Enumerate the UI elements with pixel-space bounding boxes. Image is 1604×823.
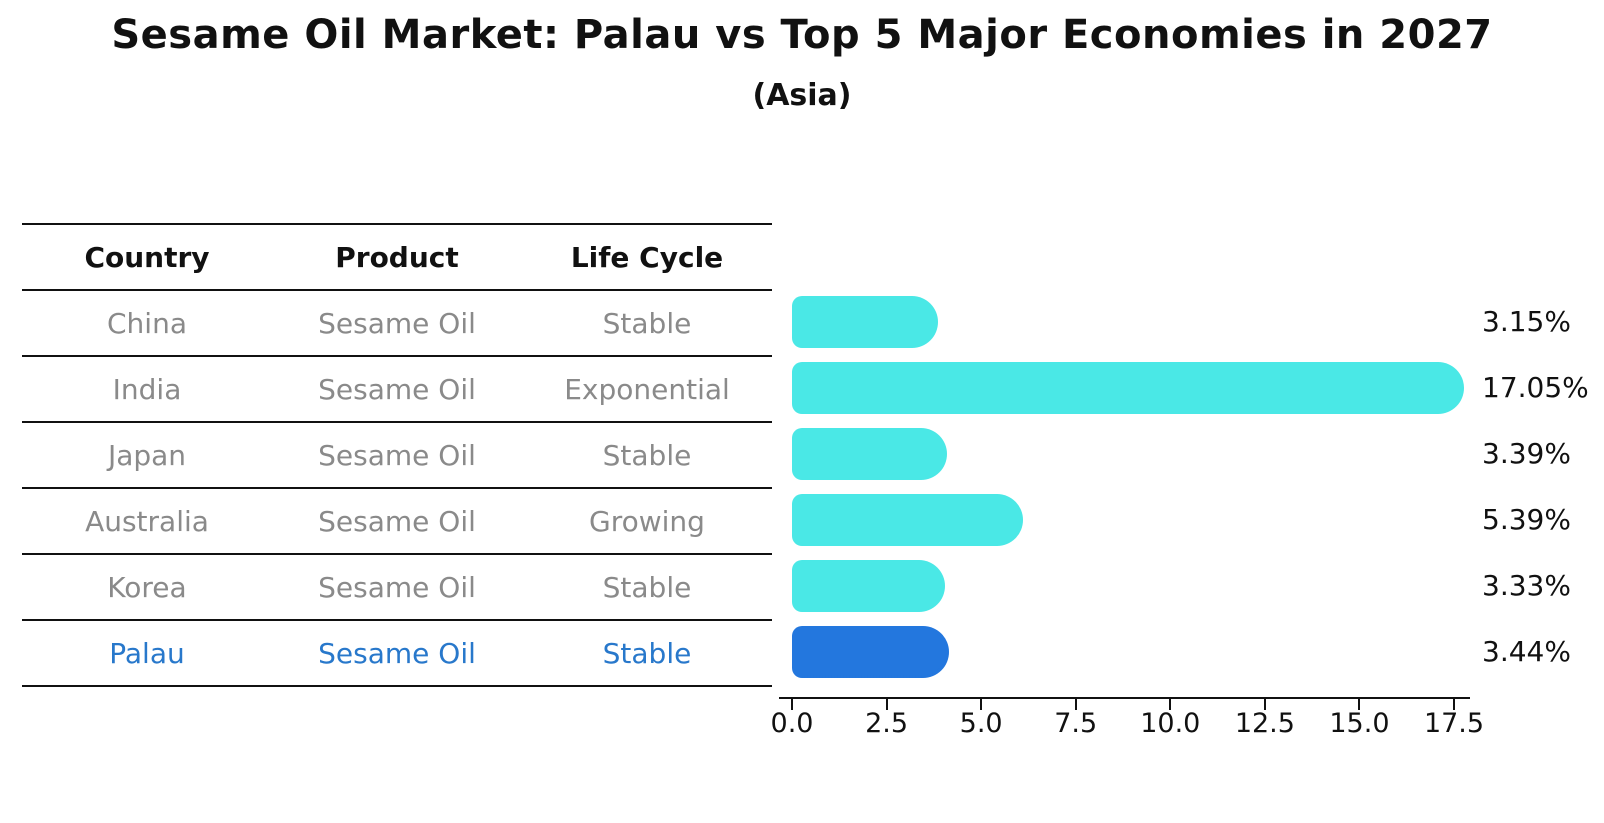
life-cycle-cell: Growing (589, 504, 705, 538)
bar-value-label: 3.33% (1482, 569, 1571, 602)
x-axis-tick (1263, 699, 1266, 710)
product-cell: Sesame Oil (318, 570, 476, 604)
bar-australia (792, 494, 1023, 546)
bar-value-label: 5.39% (1482, 503, 1571, 536)
x-axis-tick (980, 699, 983, 710)
life-cycle-cell: Exponential (564, 372, 730, 406)
table-row: India Sesame Oil Exponential (22, 355, 772, 421)
x-axis-tick (1169, 699, 1172, 710)
bar-value-label: 3.44% (1482, 635, 1571, 668)
bar-value-label: 17.05% (1482, 371, 1589, 404)
table-row: Australia Sesame Oil Growing (22, 487, 772, 553)
table-row: China Sesame Oil Stable (22, 289, 772, 355)
x-axis-tick (1453, 699, 1456, 710)
x-axis-tick-label: 2.5 (865, 708, 909, 739)
column-header-life-cycle: Life Cycle (570, 240, 724, 274)
country-cell: Japan (107, 438, 187, 472)
column-header-product: Product (335, 240, 459, 274)
country-cell: Palau (109, 636, 185, 670)
life-cycle-cell: Stable (602, 306, 692, 340)
column-header-country: Country (84, 240, 210, 274)
country-cell: India (112, 372, 182, 406)
bar-japan (792, 428, 947, 480)
x-axis-tick-label: 12.5 (1234, 708, 1295, 739)
bar-value-label: 3.39% (1482, 437, 1571, 470)
x-axis-tick-label: 15.0 (1329, 708, 1390, 739)
life-cycle-cell: Stable (602, 438, 692, 472)
x-axis-tick (1358, 699, 1361, 710)
life-cycle-cell: Stable (602, 636, 692, 670)
x-axis-tick-label: 5.0 (959, 708, 1003, 739)
chart-title: Sesame Oil Market: Palau vs Top 5 Major … (111, 12, 1493, 58)
country-table: Country Product Life Cycle China Sesame … (22, 223, 772, 687)
x-axis-tick-label: 7.5 (1054, 708, 1098, 739)
x-axis-tick (1074, 699, 1077, 710)
x-axis-tick-label: 17.5 (1423, 708, 1485, 739)
table-row-highlight-palau: Palau Sesame Oil Stable (22, 619, 772, 685)
country-cell: China (107, 306, 187, 340)
chart-subtitle: (Asia) (752, 78, 852, 113)
table-row: Korea Sesame Oil Stable (22, 553, 772, 619)
x-axis-line (779, 697, 1470, 699)
x-axis-tick-label: 0.0 (770, 708, 814, 739)
x-axis-tick-label: 10.0 (1140, 708, 1201, 739)
bar-india (792, 362, 1464, 414)
table-row: Japan Sesame Oil Stable (22, 421, 772, 487)
x-axis-tick (885, 699, 888, 710)
product-cell: Sesame Oil (318, 372, 476, 406)
country-cell: Australia (85, 504, 209, 538)
bar-china (792, 296, 938, 348)
country-cell: Korea (107, 570, 187, 604)
product-cell: Sesame Oil (318, 636, 476, 670)
product-cell: Sesame Oil (318, 504, 476, 538)
product-cell: Sesame Oil (318, 438, 476, 472)
highlight-bar-palau (792, 626, 949, 678)
table-header-row: Country Product Life Cycle (22, 223, 772, 289)
life-cycle-cell: Stable (602, 570, 692, 604)
bar-value-label: 3.15% (1482, 305, 1571, 338)
product-cell: Sesame Oil (318, 306, 476, 340)
x-axis-tick (791, 699, 793, 710)
bar-korea (792, 560, 945, 612)
